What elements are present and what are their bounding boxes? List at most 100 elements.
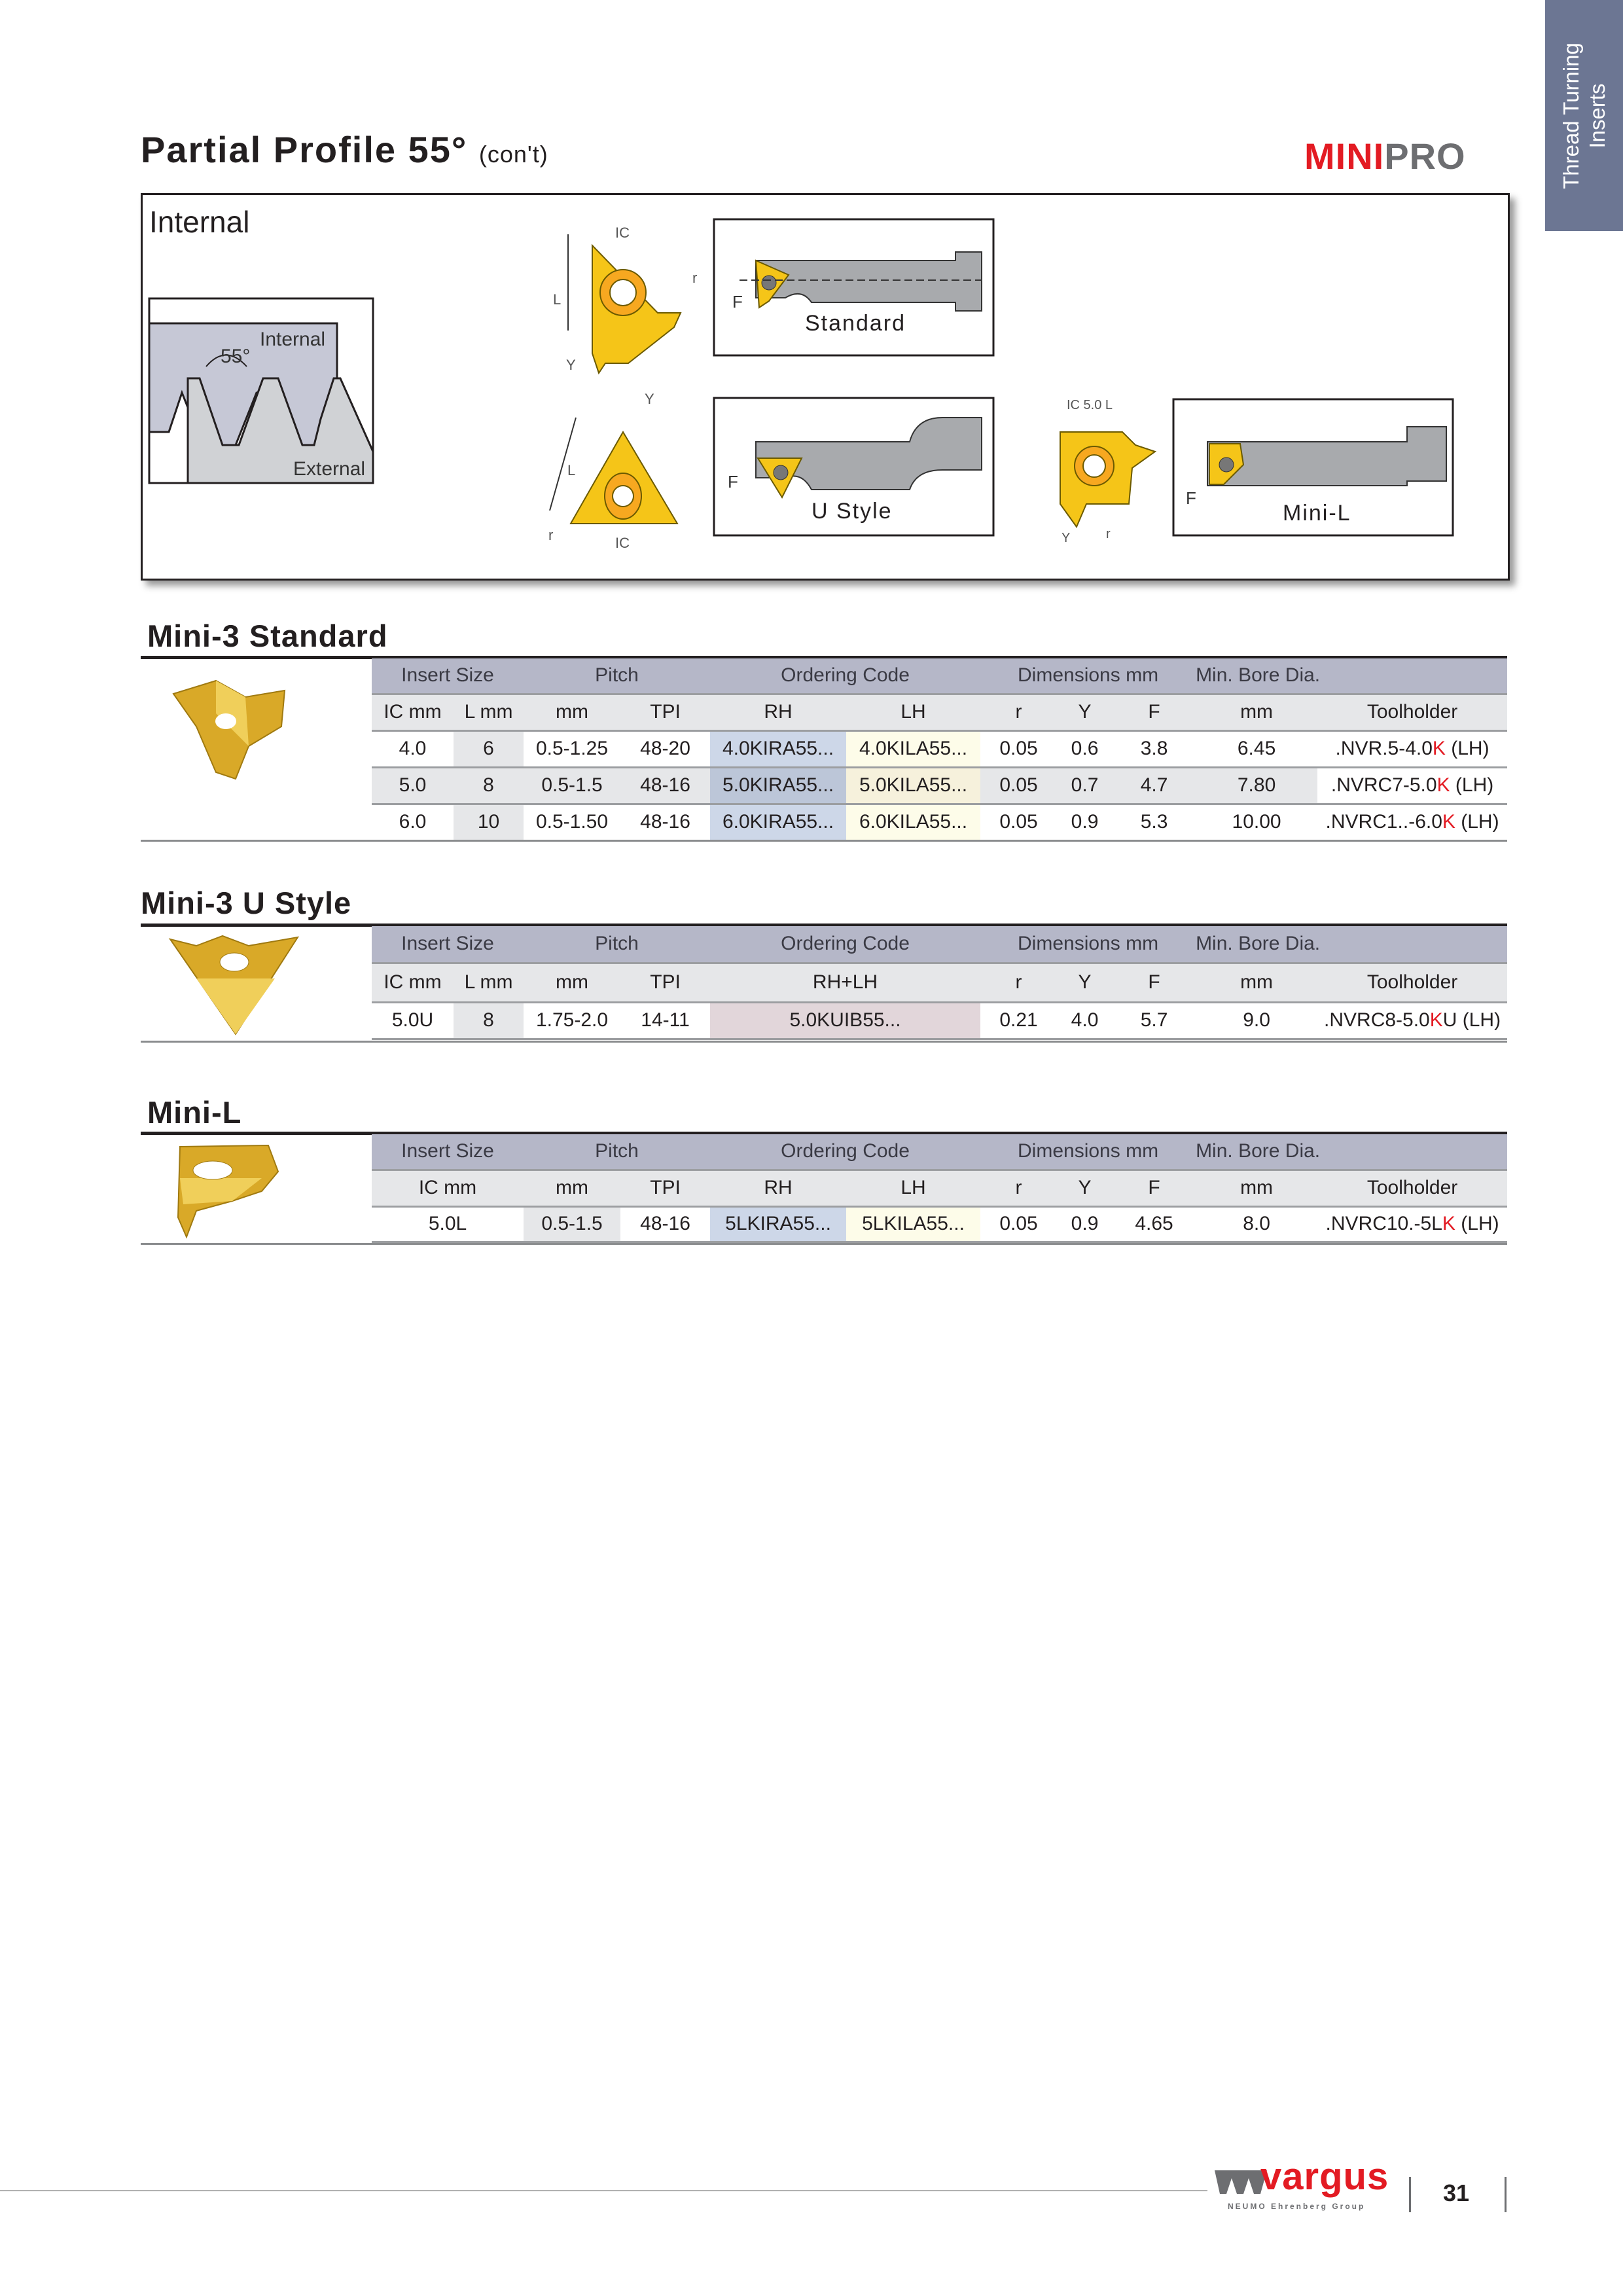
table-cell: 8 (454, 1002, 524, 1040)
section-divider (141, 1132, 1507, 1135)
section-bottom-line (141, 1243, 1507, 1245)
table-cell: .NVRC10.-5LK (LH) (1317, 1206, 1508, 1243)
table-cell (1317, 658, 1508, 695)
table-cell (1317, 1134, 1508, 1171)
ordering-code-cell: 5.0KUIB55... (710, 1002, 981, 1040)
table-cell: Y (1057, 1170, 1113, 1208)
table-cell: 4.0 (372, 730, 454, 768)
header-row: Insert Size Pitch Ordering Code Dimensions … (372, 1134, 1508, 1171)
table-cell: Y (1057, 694, 1113, 732)
table-cell: TPI (620, 963, 711, 1003)
table-cell: .NVRC1..-6.0K (LH) (1317, 804, 1508, 842)
dim-r-label-1: r (692, 270, 697, 286)
table-cell: 8.0 (1196, 1206, 1318, 1243)
table-row: 6.0 10 0.5-1.50 48-16 6.0KIRA55... 6.0KILA55.… (372, 804, 1508, 842)
table-cell: 0.5-1.5 (524, 767, 621, 805)
ordering-code-cell: 5.0KILA55... (846, 767, 981, 805)
table-cell: Min. Bore Dia. (1196, 658, 1320, 695)
holder-minil-label: Mini-L (1283, 501, 1351, 526)
mini3-ustyle-insert-image (168, 935, 300, 1035)
logo-pro: PRO (1384, 135, 1466, 177)
dim-f-label-1: F (732, 292, 743, 312)
table-cell: LH (846, 694, 981, 732)
ordering-code-cell: 5LKILA55... (846, 1206, 981, 1243)
dim-f-label-2: F (728, 472, 738, 492)
section-divider (141, 656, 1507, 659)
dim-l-label-1: L (553, 291, 561, 308)
dim-ic-label-2: IC (615, 535, 630, 551)
table-cell: L mm (454, 694, 524, 732)
dim-y-label-1: Y (566, 357, 576, 373)
table-cell: Dimensions mm (980, 1134, 1196, 1171)
table-cell: Ordering Code (710, 926, 981, 964)
dim-y-label-3: Y (1061, 531, 1070, 545)
table-cell: F (1113, 963, 1196, 1003)
table-cell: 4.0 (1057, 1002, 1113, 1040)
table-cell: 6.0 (372, 804, 454, 842)
thread-external-label: External (293, 458, 365, 480)
table-cell: Insert Size (372, 926, 524, 964)
table-cell: Ordering Code (710, 1134, 981, 1171)
ordering-code-cell: 4.0KIRA55... (710, 730, 847, 768)
table-cell: Insert Size (372, 1134, 524, 1171)
table-cell: mm (524, 963, 621, 1003)
minil-holder-drawing: F Mini-L (1172, 398, 1454, 537)
table-cell: r (980, 963, 1058, 1003)
table-cell: 6.45 (1196, 730, 1318, 768)
minil-insert-image (177, 1144, 279, 1239)
header-row: Insert Size Pitch Ordering Code Dimensions … (372, 926, 1508, 964)
ordering-code-cell: 4.0KILA55... (846, 730, 981, 768)
table-cell: Ordering Code (710, 658, 981, 695)
table-cell: 1.75-2.0 (524, 1002, 621, 1040)
table-cell: 0.05 (980, 804, 1058, 842)
ordering-code-cell: 6.0KILA55... (846, 804, 981, 842)
minipro-logo: MINIPRO (1304, 135, 1466, 177)
table-cell: 10 (454, 804, 524, 842)
dim-ic-minil-label: IC 5.0 L (1067, 398, 1113, 412)
dim-f-label-3: F (1186, 488, 1196, 508)
ordering-code-cell: 5LKIRA55... (710, 1206, 847, 1243)
table-cell: 5.0L (372, 1206, 524, 1243)
table-cell: IC mm (372, 694, 454, 732)
section-title-mini3-standard: Mini-3 Standard (147, 619, 388, 653)
ustyle-holder-drawing: F U Style (713, 397, 995, 537)
minil-insert-drawing: IC 5.0 L Y r (1060, 398, 1157, 545)
ordering-code-cell: 6.0KIRA55... (710, 804, 847, 842)
section-title-minil: Mini-L (147, 1095, 242, 1130)
diagram-title: Internal (149, 205, 250, 239)
table-cell: 10.00 (1196, 804, 1318, 842)
table-cell: 6 (454, 730, 524, 768)
header-row: Insert Size Pitch Ordering Code Dimensions … (372, 658, 1508, 695)
table-cell: 0.6 (1057, 730, 1113, 768)
standard-holder-drawing: F Standard (713, 218, 995, 357)
table-cell: Min. Bore Dia. (1196, 926, 1320, 964)
ustyle-insert-drawing: L Y IC r (548, 391, 679, 551)
table-cell: Dimensions mm (980, 926, 1196, 964)
table-cell: 48-16 (620, 767, 711, 805)
footer-line (0, 2190, 1207, 2191)
table-cell: 48-16 (620, 1206, 711, 1243)
table-cell: 0.05 (980, 767, 1058, 805)
table-cell: F (1113, 694, 1196, 732)
table-cell: 8 (454, 767, 524, 805)
table-cell: TPI (620, 1170, 711, 1208)
minil-table: Insert Size Pitch Ordering Code Dimensions … (372, 1134, 1508, 1243)
thread-profile-diagram: Internal 55° External (148, 297, 374, 484)
table-cell: 0.7 (1057, 767, 1113, 805)
dim-l-label-2: L (567, 462, 575, 478)
mini3-standard-table: Insert Size Pitch Ordering Code Dimensions … (372, 658, 1508, 842)
page-title: Partial Profile 55° (con't) (141, 128, 548, 171)
vargus-logo: vargus NEUMO Ehrenberg Group (1215, 2156, 1404, 2214)
table-cell: Toolholder (1317, 694, 1508, 732)
table-row: 5.0U 8 1.75-2.0 14-11 5.0KUIB55... 0.21 4.0 5.7… (372, 1002, 1508, 1040)
page-number: 31 (1443, 2179, 1470, 2206)
table-cell: 48-16 (620, 804, 711, 842)
page-title-text: Partial Profile 55° (141, 129, 468, 170)
table-row: 5.0L 0.5-1.5 48-16 5LKIRA55... 5LKILA55... 0.… (372, 1206, 1508, 1243)
table-cell: 7.80 (1196, 767, 1318, 805)
table-cell: 0.5-1.50 (524, 804, 621, 842)
footer-separator (1409, 2177, 1411, 2212)
